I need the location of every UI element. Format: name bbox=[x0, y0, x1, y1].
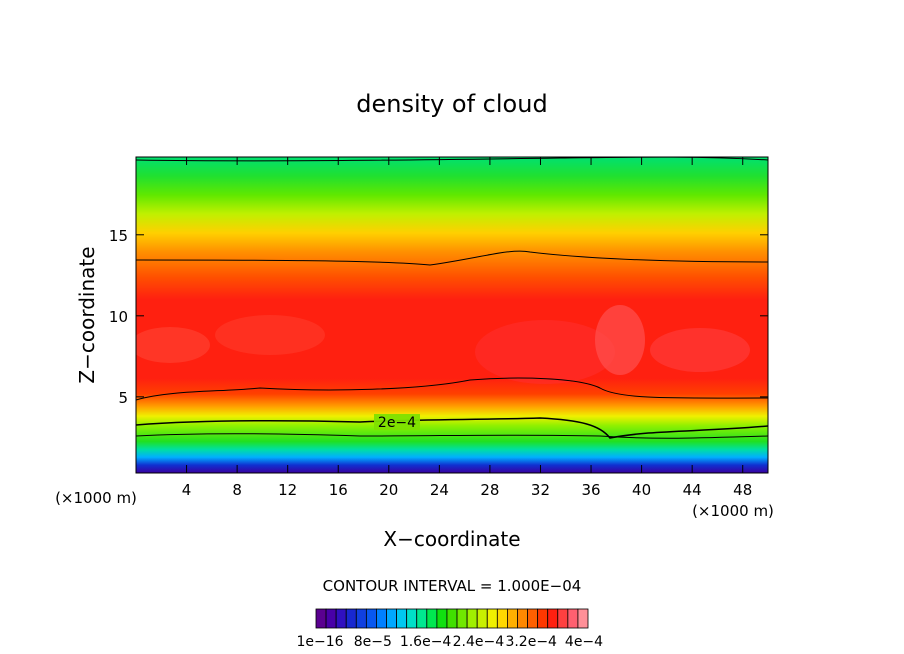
x-axis-title: X−coordinate bbox=[383, 527, 520, 551]
colorbar-swatch bbox=[577, 608, 589, 629]
colorbar-tick-label: 8e−5 bbox=[354, 634, 392, 650]
colorbar-swatch bbox=[355, 608, 367, 629]
colorbar-swatch bbox=[557, 608, 569, 629]
contour-label: 2e−4 bbox=[378, 415, 416, 431]
colorbar-swatch bbox=[386, 608, 397, 629]
contour-line bbox=[136, 417, 768, 439]
colorbar-tick-label: 2.4e−4 bbox=[453, 634, 505, 650]
x-tick-label: 36 bbox=[581, 481, 600, 499]
contour-label-bg bbox=[374, 414, 420, 430]
x-tick-label: 8 bbox=[232, 481, 242, 499]
plot-frame bbox=[135, 156, 769, 474]
x-axis: 4 8 12 16 20 24 28 32 36 40 44 48 bbox=[182, 157, 752, 499]
colorbar-swatch bbox=[315, 608, 327, 629]
colorbar-tick-label: 1e−16 bbox=[296, 634, 343, 650]
y-tick-label: 5 bbox=[118, 389, 128, 407]
colorbar-swatch bbox=[537, 608, 549, 629]
x-tick-label: 16 bbox=[329, 481, 348, 499]
colorbar-swatch bbox=[416, 608, 428, 629]
high-density-blob bbox=[650, 328, 750, 372]
x-tick-label: 20 bbox=[379, 481, 398, 499]
colorbar-labels: 1e−16 8e−5 1.6e−4 2.4e−4 3.2e−4 4e−4 bbox=[296, 634, 603, 650]
colorbar-swatch bbox=[335, 608, 347, 629]
x-tick-label: 4 bbox=[182, 481, 192, 499]
x-tick-label: 40 bbox=[632, 481, 651, 499]
colorbar-swatch bbox=[547, 608, 559, 629]
colorbar-tick-label: 3.2e−4 bbox=[505, 634, 557, 650]
contour-interval-text: CONTOUR INTERVAL = 1.000E−04 bbox=[323, 577, 582, 595]
x-tick-label: 48 bbox=[733, 481, 752, 499]
density-field bbox=[136, 157, 768, 473]
colorbar-swatch bbox=[486, 608, 498, 629]
high-density-blob bbox=[475, 320, 615, 384]
contour-line bbox=[136, 250, 768, 266]
colorbar-swatch bbox=[446, 608, 458, 629]
colorbar-swatch bbox=[456, 608, 468, 629]
colorbar-tick-label: 4e−4 bbox=[565, 634, 603, 650]
x-tick-label: 32 bbox=[531, 481, 550, 499]
y-tick-label: 10 bbox=[109, 308, 128, 326]
colorbar-swatch bbox=[527, 608, 539, 629]
colorbar-swatch bbox=[436, 608, 448, 629]
x-tick-label: 44 bbox=[683, 481, 702, 499]
y-axis: 5 10 15 bbox=[109, 227, 768, 407]
x-unit-right: (×1000 m) bbox=[692, 502, 774, 520]
y-axis-title: Z−coordinate bbox=[75, 246, 99, 383]
x-tick-label: 24 bbox=[430, 481, 449, 499]
x-unit-left: (×1000 m) bbox=[55, 489, 137, 507]
colorbar-swatch bbox=[507, 608, 518, 629]
high-density-blob bbox=[136, 327, 210, 363]
colorbar-swatch bbox=[345, 608, 357, 629]
colorbar-swatch bbox=[466, 608, 478, 629]
colorbar-swatch bbox=[406, 608, 418, 629]
high-density-blob bbox=[595, 305, 645, 375]
colorbar-swatch bbox=[517, 608, 528, 629]
high-density-blob bbox=[215, 315, 325, 355]
colorbar-swatch bbox=[426, 608, 438, 629]
contour-line bbox=[136, 377, 768, 401]
plot-area: 2e−4 bbox=[136, 157, 768, 473]
colorbar-swatch bbox=[376, 608, 387, 629]
colorbar-tick-label: 1.6e−4 bbox=[400, 634, 452, 650]
colorbar-swatch bbox=[496, 608, 508, 629]
contour-line bbox=[136, 433, 768, 439]
colorbar bbox=[315, 608, 589, 629]
x-tick-label: 12 bbox=[278, 481, 297, 499]
colorbar-swatch bbox=[365, 608, 377, 629]
colorbar-swatch bbox=[396, 608, 408, 629]
colorbar-swatch bbox=[476, 608, 488, 629]
x-tick-label: 28 bbox=[480, 481, 499, 499]
colorbar-swatch bbox=[325, 608, 337, 629]
colorbar-swatch bbox=[567, 608, 579, 629]
y-tick-label: 15 bbox=[109, 227, 128, 245]
chart-title: density of cloud bbox=[356, 90, 547, 118]
